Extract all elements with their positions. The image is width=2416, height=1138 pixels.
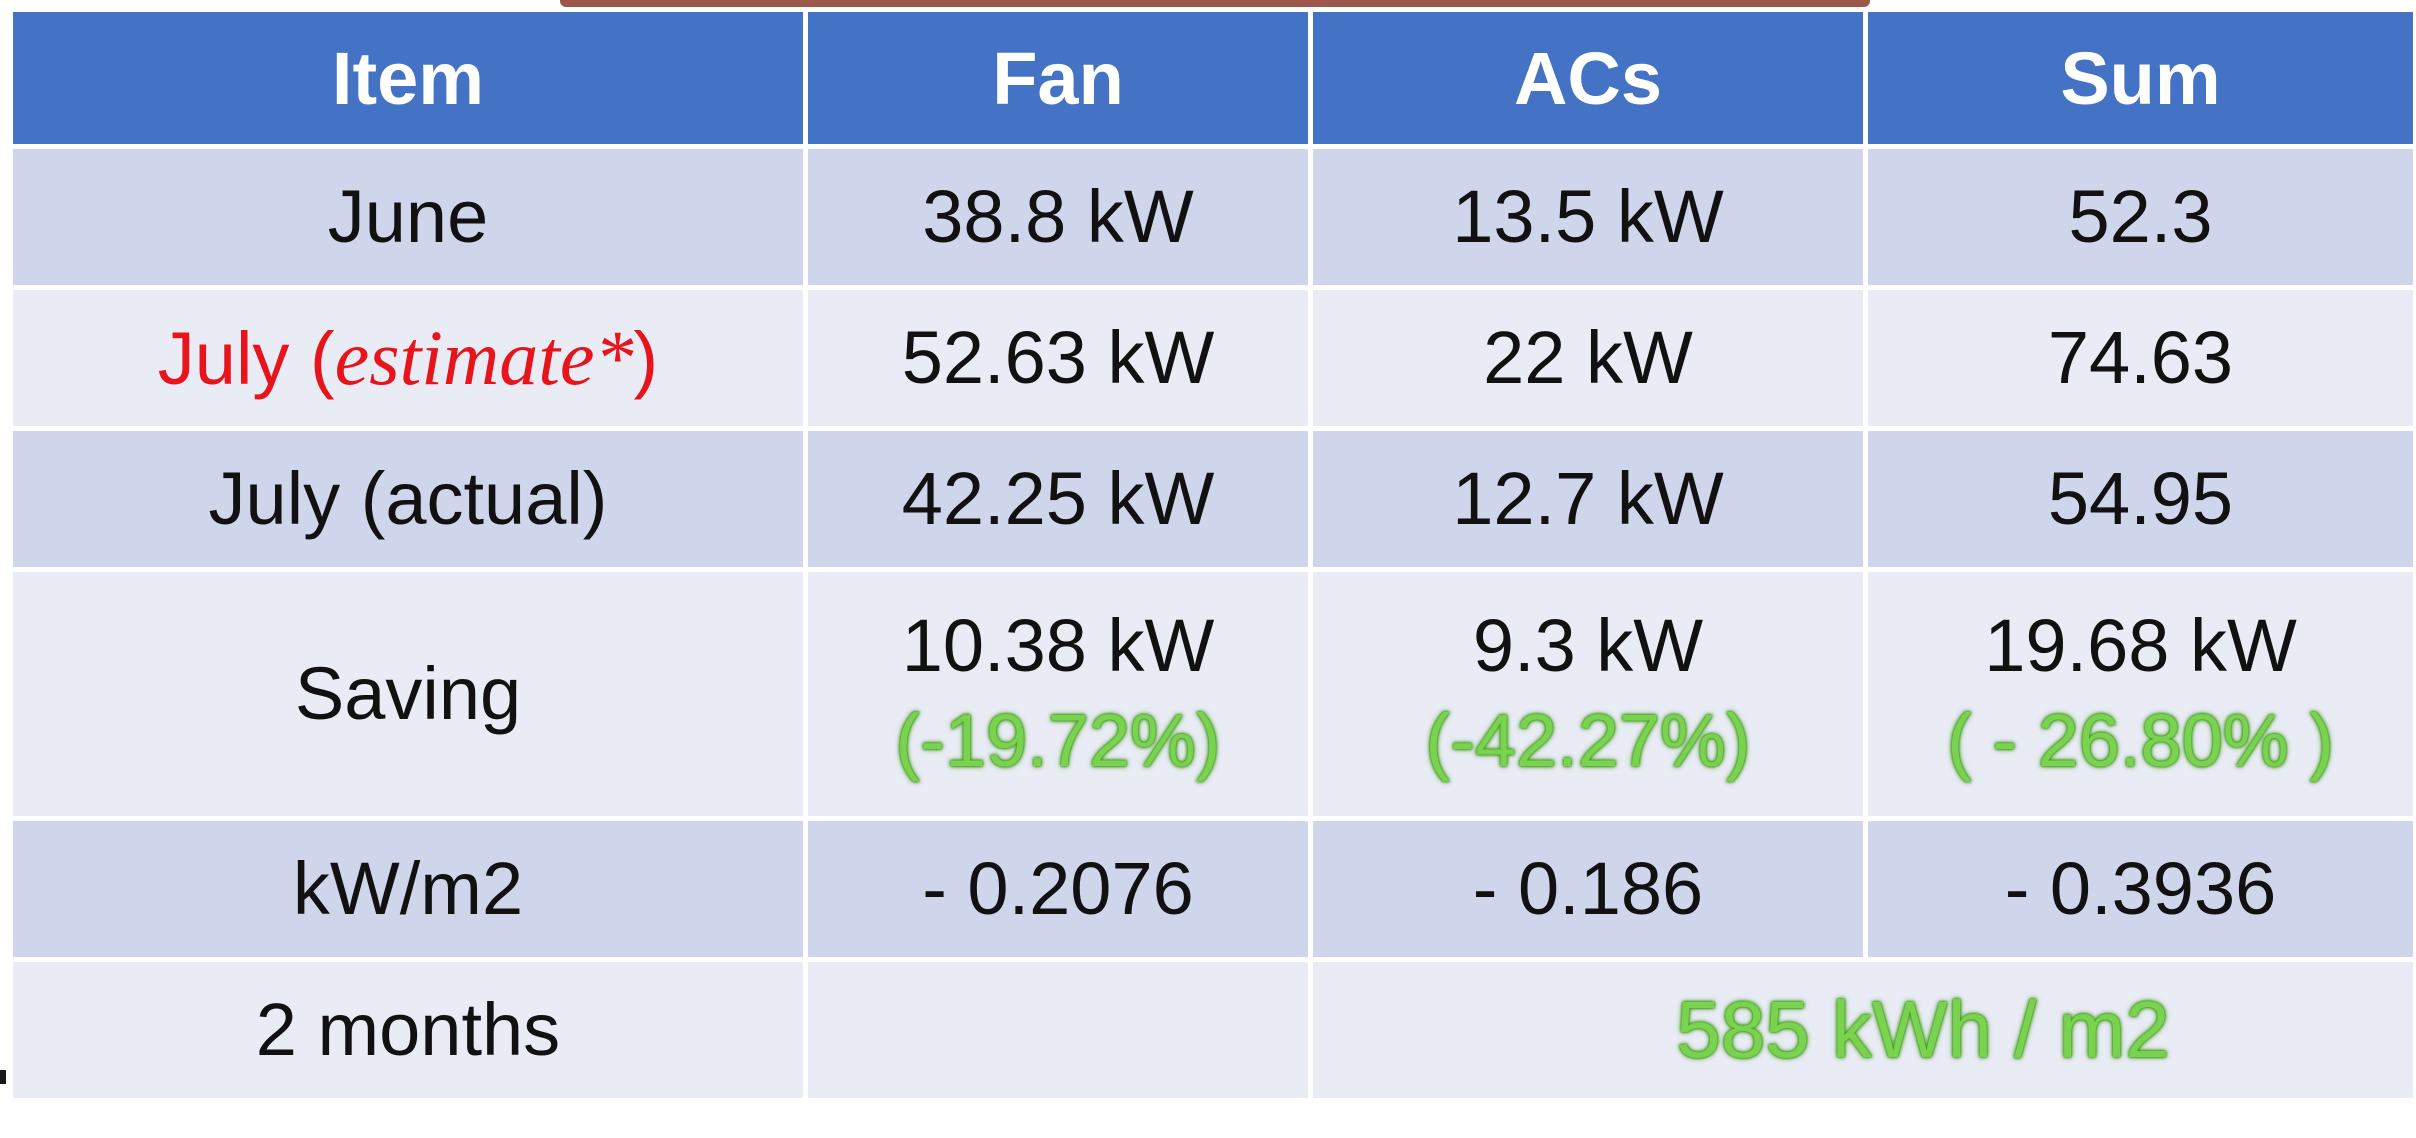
energy-savings-table: Item Fan ACs Sum June 38.8 kW 13.5 kW 52… [8, 7, 2416, 1103]
row-label: July (actual) [13, 431, 803, 567]
cell-sum: 54.95 [1868, 431, 2413, 567]
header-sum: Sum [1868, 12, 2413, 144]
edge-mark [0, 1070, 6, 1084]
cell-acs: - 0.186 [1313, 821, 1863, 957]
cell-acs: 12.7 kW [1313, 431, 1863, 567]
cell-acs: 9.3 kW (-42.27%) [1313, 572, 1863, 816]
table-row-july-actual: July (actual) 42.25 kW 12.7 kW 54.95 [13, 431, 2413, 567]
saving-value: 9.3 kW [1472, 604, 1704, 688]
cell-sum: - 0.3936 [1868, 821, 2413, 957]
row-label: 2 months [13, 962, 803, 1098]
row-label: kW/m2 [13, 821, 803, 957]
saving-value: 10.38 kW [901, 604, 1215, 688]
cell-sum: 74.63 [1868, 290, 2413, 426]
saving-percent: (-42.27%) [1425, 699, 1751, 782]
table-row-july-estimate: July (estimate*) 52.63 kW 22 kW 74.63 [13, 290, 2413, 426]
table-row-saving: Saving 10.38 kW (-19.72%) 9.3 kW (-42.27… [13, 572, 2413, 816]
header-fan: Fan [808, 12, 1308, 144]
saving-value: 19.68 kW [1984, 604, 2297, 688]
row-label: July (estimate*) [13, 290, 803, 426]
row-label: June [13, 149, 803, 285]
cell-merged-total: 585 kWh / m2 [1313, 962, 2413, 1098]
cell-fan: 38.8 kW [808, 149, 1308, 285]
cell-fan: 10.38 kW (-19.72%) [808, 572, 1308, 816]
header-row: Item Fan ACs Sum [13, 12, 2413, 144]
cell-fan-empty [808, 962, 1308, 1098]
header-acs: ACs [1313, 12, 1863, 144]
cell-sum: 19.68 kW ( - 26.80% ) [1868, 572, 2413, 816]
title-edge-strip [560, 0, 1870, 7]
saving-percent: (-19.72%) [895, 699, 1221, 782]
cell-sum: 52.3 [1868, 149, 2413, 285]
cell-fan: 52.63 kW [808, 290, 1308, 426]
label-italic: estimate* [334, 314, 634, 402]
table-row-two-months: 2 months 585 kWh / m2 [13, 962, 2413, 1098]
row-label: Saving [13, 572, 803, 816]
label-suffix: ) [633, 317, 659, 401]
saving-percent: ( - 26.80% ) [1947, 699, 2334, 782]
header-item: Item [13, 12, 803, 144]
cell-acs: 13.5 kW [1313, 149, 1863, 285]
cell-fan: - 0.2076 [808, 821, 1308, 957]
table-row-kw-per-m2: kW/m2 - 0.2076 - 0.186 - 0.3936 [13, 821, 2413, 957]
cell-fan: 42.25 kW [808, 431, 1308, 567]
cell-acs: 22 kW [1313, 290, 1863, 426]
table-row-june: June 38.8 kW 13.5 kW 52.3 [13, 149, 2413, 285]
label-prefix: July ( [157, 317, 335, 401]
